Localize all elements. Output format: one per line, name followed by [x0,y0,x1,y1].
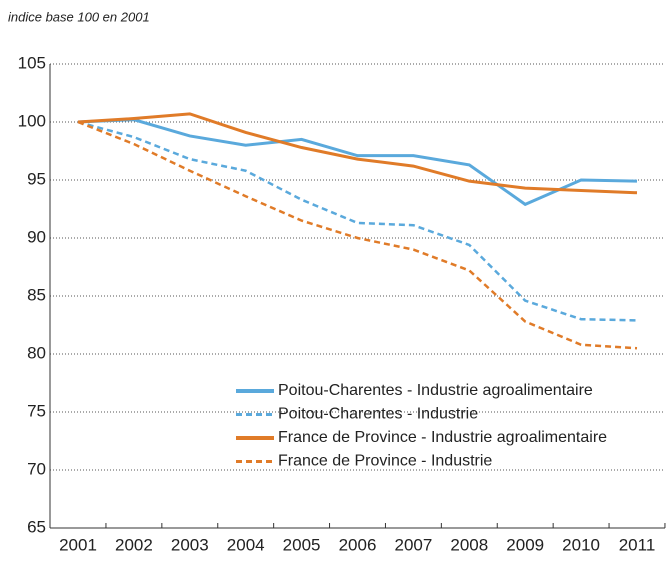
x-tick-label: 2002 [115,535,153,554]
y-tick-label: 100 [18,111,46,130]
legend-label: France de Province - Industrie agroalime… [278,429,607,446]
x-tick-label: 2004 [227,535,265,554]
y-tick-label: 105 [18,53,46,72]
legend-label: Poitou-Charentes - Industrie agroaliment… [278,382,593,399]
x-tick-label: 2006 [339,535,377,554]
y-tick-label: 70 [27,459,46,478]
y-tick-label: 90 [27,227,46,246]
x-tick-label: 2009 [506,535,544,554]
x-tick-label: 2008 [450,535,488,554]
y-tick-label: 80 [27,343,46,362]
x-tick-label: 2011 [619,535,656,554]
x-tick-label: 2003 [171,535,209,554]
x-tick-label: 2005 [283,535,321,554]
y-tick-label: 95 [27,169,46,188]
chart-subtitle: indice base 100 en 2001 [8,9,150,24]
series-line [77,120,638,322]
x-tick-label: 2010 [562,535,600,554]
series-line [77,118,638,207]
x-tick-label: 2001 [59,535,97,554]
y-tick-label: 75 [27,401,46,420]
y-tick-label: 65 [27,517,46,536]
legend-label: France de Province - Industrie [278,453,492,470]
x-tick-label: 2007 [394,535,432,554]
legend-label: Poitou-Charentes - Industrie [278,406,478,423]
series-line [77,120,638,350]
y-tick-label: 85 [27,285,46,304]
series-line [77,112,638,195]
